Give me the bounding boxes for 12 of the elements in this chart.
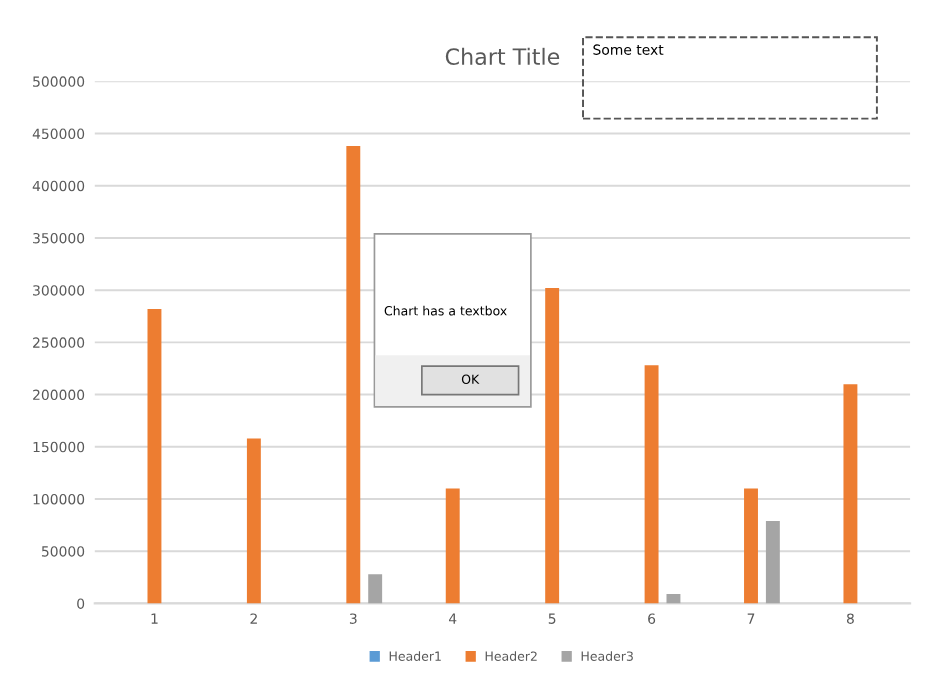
chart-title: Chart Title [445, 47, 560, 66]
bar [147, 308, 162, 604]
bar [246, 438, 261, 604]
bar [346, 146, 361, 604]
bar [644, 365, 659, 604]
bar [666, 594, 681, 604]
bar [445, 488, 460, 604]
bar [843, 384, 858, 604]
bar [744, 488, 758, 604]
bar [765, 520, 780, 604]
bar [545, 288, 560, 604]
bar [368, 574, 383, 604]
